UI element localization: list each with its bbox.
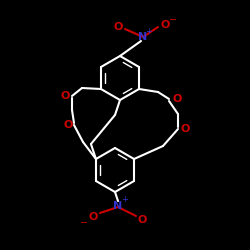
Text: +: +: [122, 196, 128, 204]
Text: −: −: [169, 15, 177, 25]
Text: −: −: [80, 218, 88, 228]
Text: N: N: [114, 201, 122, 211]
Text: O: O: [137, 215, 147, 225]
Text: N: N: [138, 32, 147, 42]
Text: +: +: [146, 26, 152, 36]
Text: O: O: [88, 212, 98, 222]
Text: O: O: [180, 124, 190, 134]
Text: O: O: [60, 91, 70, 101]
Text: O: O: [160, 20, 170, 30]
Text: O: O: [113, 22, 123, 32]
Text: O: O: [172, 94, 182, 104]
Text: O: O: [63, 120, 73, 130]
